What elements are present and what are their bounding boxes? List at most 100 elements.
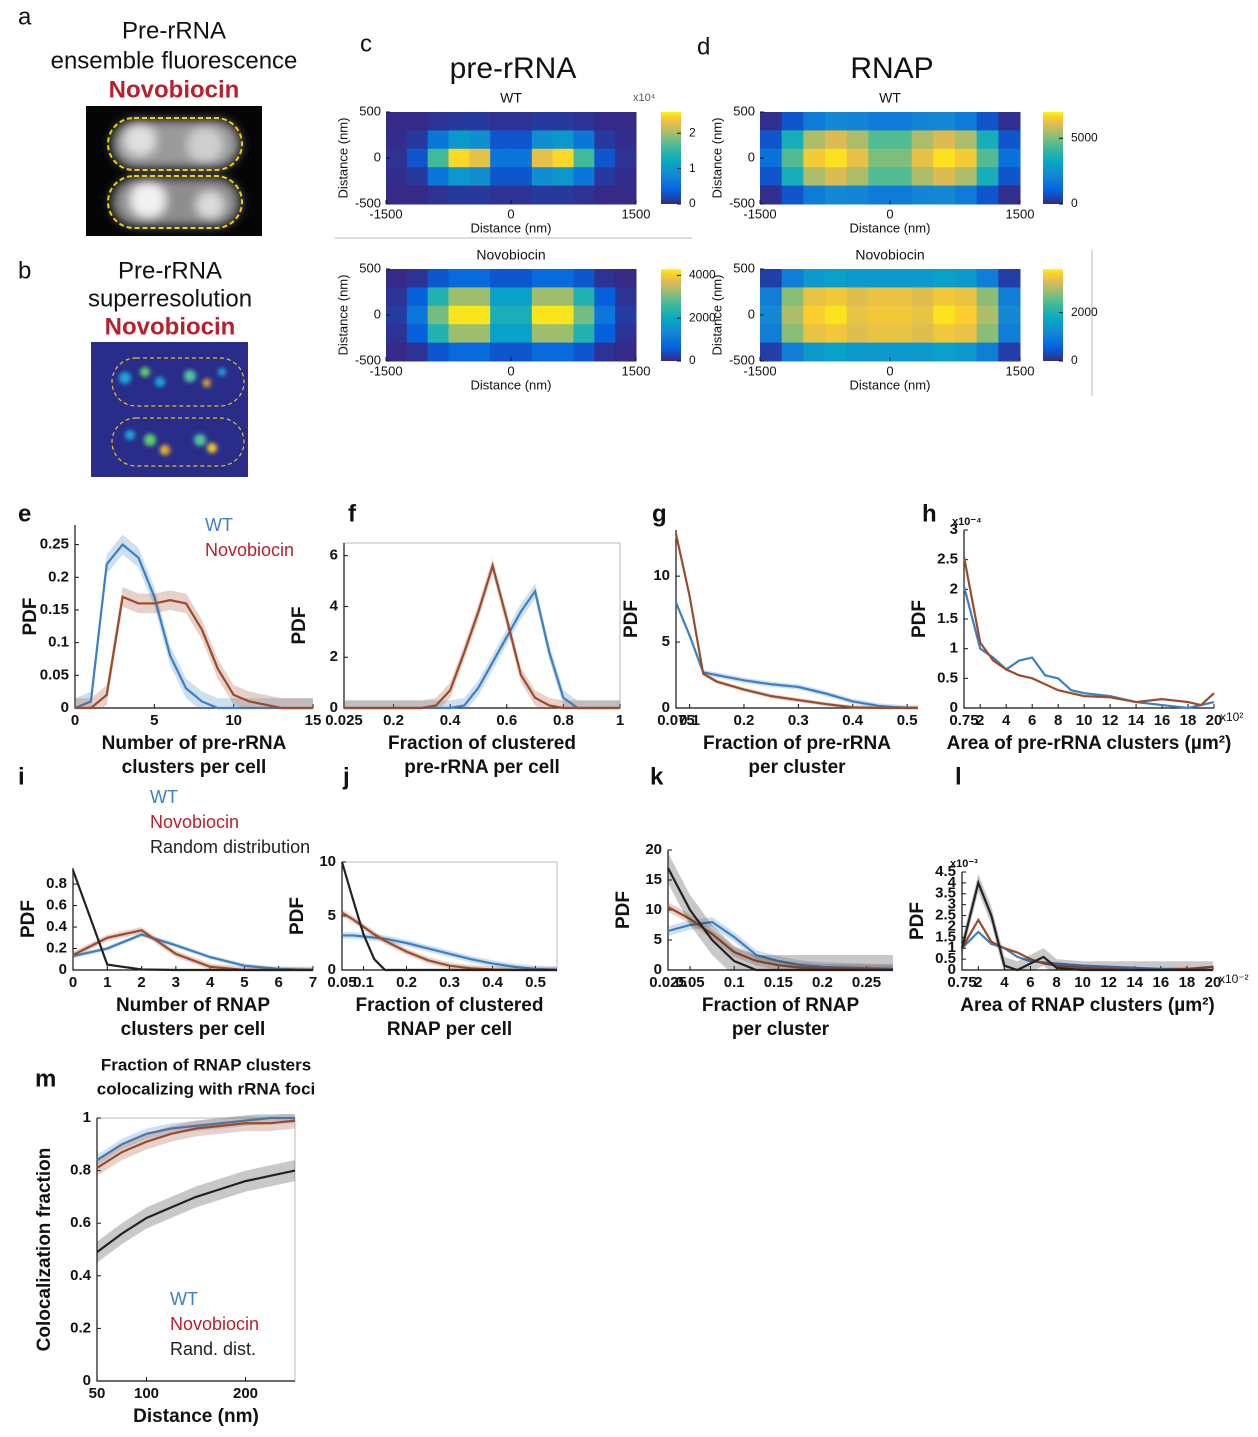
x-tick-label: 0 [71, 712, 79, 729]
panel-a: a Pre-rRNA ensemble fluorescence Novobio… [18, 3, 297, 236]
x-tick-label: 0.4 [842, 712, 864, 729]
colorbar-tick-label: 0 [1071, 196, 1078, 210]
heat-cell [490, 287, 511, 306]
x-tick-label: 0.2 [734, 712, 755, 729]
heat-cell [912, 186, 934, 205]
panel-title: Pre-rRNA [122, 17, 226, 44]
heat-cell [847, 186, 869, 205]
heat-cell [594, 324, 615, 343]
heat-cell [955, 287, 977, 306]
heat-cell [803, 186, 825, 205]
heat-cell [782, 130, 804, 149]
heat-cell [574, 306, 595, 325]
heat-cell [511, 343, 532, 362]
heat-cell [782, 112, 804, 131]
heat-cell [977, 343, 999, 362]
heat-cell [511, 306, 532, 325]
y-tick-label: 0.6 [70, 1214, 91, 1231]
x-tick-label: 0.25 [852, 974, 881, 991]
x-tick-label: 8 [1052, 974, 1060, 991]
heat-cell [511, 149, 532, 168]
heat-cell [933, 130, 955, 149]
x-tick-label: 18 [1179, 974, 1196, 991]
y-tick-label: 0 [662, 699, 670, 716]
heat-cell [449, 167, 470, 186]
heat-cell [615, 343, 636, 362]
heat-cell [825, 167, 847, 186]
y-tick-label: 1 [83, 1109, 91, 1126]
x-tick-label: 6 [1026, 974, 1034, 991]
heat-cell [825, 287, 847, 306]
y-tick-label: 0 [374, 149, 381, 164]
heat-cell [890, 186, 912, 205]
y-multiplier: x10⁻³ [950, 858, 978, 870]
heat-cell [933, 324, 955, 343]
y-axis-label: PDF [20, 598, 41, 636]
heat-cell [574, 167, 595, 186]
colorbar [1043, 269, 1063, 361]
legend-entry: WT [205, 515, 233, 535]
heat-cell [933, 167, 955, 186]
series-line [676, 603, 918, 708]
line-panel: 0.0250.20.40.60.810246Fraction of cluste… [289, 500, 624, 778]
heat-cell [782, 306, 804, 325]
heat-cell [760, 186, 782, 205]
heat-cell [407, 269, 428, 288]
heat-cell [469, 149, 490, 168]
x-tick-label: 12 [1102, 712, 1119, 729]
x-tick-label: 1500 [622, 363, 651, 378]
y-axis-label: Distance (nm) [709, 118, 724, 199]
x-tick-label: 16 [1153, 974, 1170, 991]
heat-cell [449, 149, 470, 168]
heat-cell [890, 287, 912, 306]
heat-cell [760, 287, 782, 306]
heat-cell [933, 112, 955, 131]
heat-cell [868, 167, 890, 186]
heat-cell [847, 112, 869, 131]
x-tick-label: 0.1 [724, 974, 745, 991]
heat-cell [407, 130, 428, 149]
heat-cell [469, 287, 490, 306]
colorbar [661, 269, 681, 361]
x-multiplier: x10² [1220, 710, 1243, 724]
heat-cell [615, 167, 636, 186]
heat-cell [933, 269, 955, 288]
colorbar [661, 112, 681, 204]
heat-cell [760, 343, 782, 362]
heat-cell [890, 130, 912, 149]
heat-cell [955, 167, 977, 186]
heatmap-panel: -150001500-5000500Distance (nm)Distance … [335, 247, 716, 393]
y-tick-label: 1 [950, 640, 958, 657]
x-tick-label: 0.1 [353, 974, 374, 991]
heat-cell [428, 149, 449, 168]
heat-cell [574, 324, 595, 343]
heat-cell [998, 130, 1020, 149]
y-tick-label: 0.8 [70, 1162, 91, 1179]
heat-cell [532, 287, 553, 306]
heat-cell [532, 167, 553, 186]
heat-cell [977, 306, 999, 325]
heat-cell [977, 287, 999, 306]
x-tick-label: 0.15 [764, 974, 793, 991]
heat-cell [912, 287, 934, 306]
heat-cell [868, 269, 890, 288]
heat-cell [998, 149, 1020, 168]
x-tick-label: 0.3 [788, 712, 809, 729]
section-title: pre-rRNA [450, 52, 577, 85]
heat-cell [868, 130, 890, 149]
heat-cell [574, 287, 595, 306]
heat-cell [847, 306, 869, 325]
y-tick-label: 2.5 [937, 551, 958, 568]
heat-cell [782, 324, 804, 343]
heat-cell [532, 112, 553, 131]
heat-cell [998, 269, 1020, 288]
heat-cell [933, 186, 955, 205]
heat-cell [933, 306, 955, 325]
error-band [75, 535, 313, 718]
heat-cell [782, 287, 804, 306]
error-band [73, 869, 313, 971]
x-tick-label: 0.8 [553, 712, 574, 729]
heat-cell [594, 287, 615, 306]
y-tick-label: 5 [328, 907, 336, 924]
panel-title: superresolution [88, 285, 252, 312]
